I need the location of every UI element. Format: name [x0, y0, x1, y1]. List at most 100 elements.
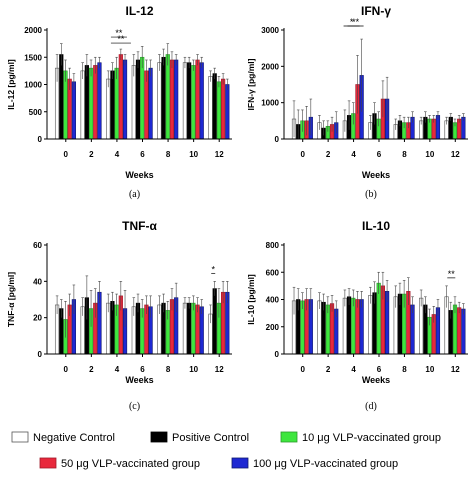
x-tick-label: 10: [425, 365, 434, 374]
y-tick-label: 40: [33, 277, 42, 286]
bar: [157, 62, 162, 140]
bar: [88, 67, 94, 140]
bar: [71, 81, 76, 140]
bar: [208, 76, 213, 140]
x-tick-label: 10: [189, 365, 198, 374]
x-tick-label: 12: [451, 150, 460, 159]
bar: [187, 62, 192, 140]
chart-title: IL-12: [125, 4, 153, 18]
x-tick-label: 6: [140, 365, 145, 374]
bar: [191, 302, 196, 355]
significance-marker: *: [350, 17, 354, 27]
bar: [106, 78, 111, 140]
legend-item: 10 μg VLP-vaccinated group: [280, 431, 441, 444]
x-tick-label: 2: [326, 150, 331, 159]
significance-marker: **: [352, 17, 360, 27]
x-tick-label: 4: [351, 150, 356, 159]
bar: [59, 54, 64, 140]
legend-item: Positive Control: [150, 431, 249, 444]
x-tick-label: 8: [402, 365, 407, 374]
x-tick-label: 0: [300, 365, 305, 374]
legend-label: 10 μg VLP-vaccinated group: [302, 432, 441, 444]
y-axis-label: IL-12 [pg/ml]: [6, 59, 16, 110]
x-tick-label: 6: [140, 150, 145, 159]
y-tick-label: 60: [33, 241, 42, 250]
x-tick-label: 10: [425, 150, 434, 159]
bar: [457, 307, 462, 355]
x-tick-label: 12: [215, 150, 224, 159]
y-tick-label: 20: [33, 314, 42, 323]
bar: [174, 59, 179, 140]
x-tick-label: 12: [215, 365, 224, 374]
bar: [80, 70, 85, 140]
bar: [212, 73, 217, 140]
bar: [148, 67, 153, 140]
y-tick-label: 0: [275, 350, 280, 359]
significance-marker: **: [117, 34, 125, 44]
legend-label: Negative Control: [33, 432, 115, 444]
bar: [199, 62, 204, 140]
bar: [135, 59, 141, 140]
bar: [191, 65, 196, 140]
significance-marker: **: [448, 269, 456, 279]
y-tick-label: 0: [275, 135, 280, 144]
legend-swatch: [150, 431, 168, 443]
bar: [187, 302, 192, 355]
chart-title: TNF-α: [122, 219, 157, 233]
bar: [342, 297, 347, 355]
x-tick-label: 4: [115, 365, 120, 374]
x-tick-label: 6: [377, 150, 382, 159]
bar: [122, 59, 128, 140]
y-tick-label: 1000: [24, 81, 42, 90]
bar: [346, 296, 352, 355]
significance-marker: **: [115, 28, 123, 38]
bar: [165, 54, 170, 140]
bar: [161, 56, 166, 140]
legend-item: 100 μg VLP-vaccinated group: [231, 457, 398, 470]
legend-item: 50 μg VLP-vaccinated group: [39, 457, 200, 470]
legend-swatch: [39, 457, 57, 469]
y-tick-label: 2000: [24, 26, 42, 35]
legend: Negative Control Positive Control 10 μg VL…: [11, 431, 441, 470]
x-tick-label: 0: [300, 150, 305, 159]
bar: [419, 297, 424, 355]
bar: [169, 59, 175, 140]
x-tick-label: 12: [451, 365, 460, 374]
chart-title: IL-10: [362, 219, 390, 233]
y-tick-label: 800: [266, 241, 280, 250]
chart-title: IFN-γ: [361, 4, 391, 18]
bar: [182, 302, 188, 355]
chart-panel-1: IL-12 0 500 1000 1500 2000 0 2 4 6 8 10 12 IL-12 [pg/…: [6, 4, 232, 200]
bar: [216, 81, 222, 140]
legend-swatch: [280, 431, 298, 443]
x-axis-label: Weeks: [362, 170, 390, 180]
bar: [97, 62, 102, 140]
legend-label: 50 μg VLP-vaccinated group: [61, 458, 200, 470]
panel-label: (d): [365, 401, 377, 412]
y-tick-label: 3000: [261, 26, 279, 35]
y-tick-label: 1500: [24, 53, 42, 62]
x-axis-label: Weeks: [362, 375, 390, 385]
panel-label: (b): [365, 189, 377, 200]
x-tick-label: 8: [166, 365, 171, 374]
legend-label: 100 μg VLP-vaccinated group: [253, 458, 398, 470]
y-axis-label: IL-10 [pg/ml]: [246, 274, 256, 325]
bar: [195, 59, 200, 140]
x-tick-label: 0: [64, 150, 69, 159]
bar: [84, 65, 89, 140]
legend-label: Positive Control: [172, 432, 249, 444]
bar: [368, 295, 373, 355]
y-tick-label: 600: [266, 268, 280, 277]
significance-marker: *: [211, 264, 215, 274]
chart-panel-3: TNF-α 0 20 40 60 0 2 4 6 8 10 12 TNF-α [pg/ml] Weeks (…: [6, 219, 232, 412]
y-tick-label: 200: [266, 323, 280, 332]
y-tick-label: 1000: [261, 99, 279, 108]
bar: [131, 65, 136, 140]
y-axis-label: TNF-α [pg/ml]: [6, 272, 16, 327]
panel-label: (c): [129, 401, 140, 412]
bar: [93, 65, 98, 140]
bar: [351, 297, 356, 355]
y-tick-label: 500: [29, 108, 43, 117]
y-tick-label: 2000: [261, 62, 279, 71]
